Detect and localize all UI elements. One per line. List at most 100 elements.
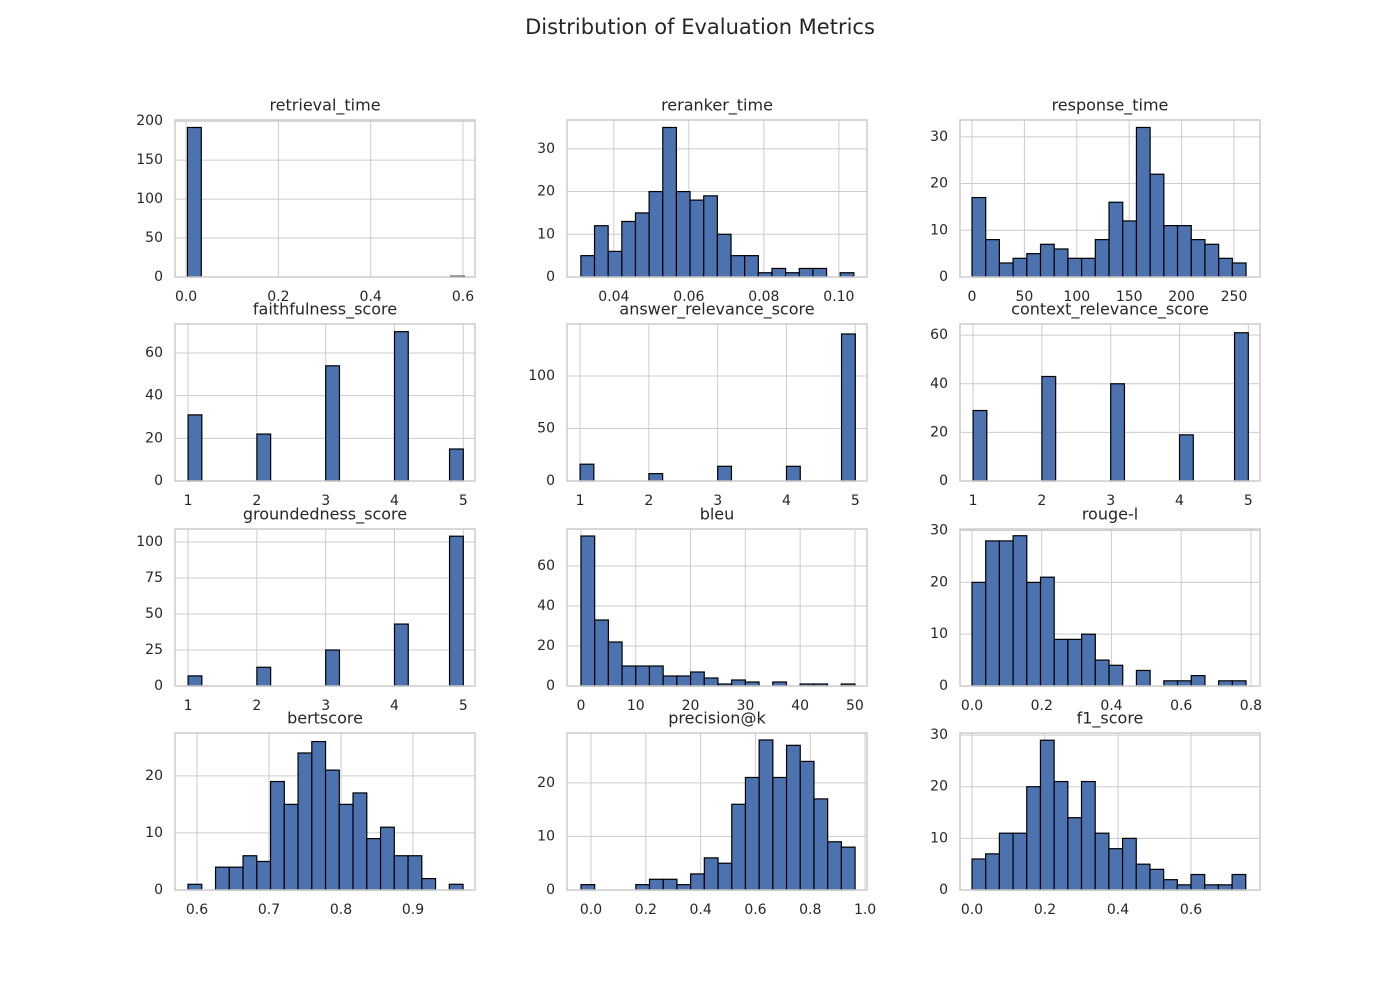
- x-tick-label: 2: [1037, 493, 1046, 509]
- y-tick-label: 20: [537, 638, 555, 654]
- bar: [256, 433, 272, 482]
- x-tick-label: 3: [1106, 493, 1115, 509]
- bar: [186, 126, 202, 278]
- y-tick-label: 100: [136, 191, 163, 207]
- axes-frame: [566, 528, 868, 687]
- bar: [311, 740, 327, 891]
- bar: [580, 255, 596, 278]
- bar: [648, 473, 664, 482]
- y-tick-label: 10: [930, 830, 948, 846]
- bar: [758, 739, 774, 891]
- subplot-title: f1_score: [1077, 709, 1144, 729]
- y-tick-label: 30: [930, 523, 948, 539]
- x-tick-label: 0: [968, 289, 977, 305]
- bar: [1204, 884, 1219, 891]
- bar: [731, 803, 747, 891]
- y-tick-label: 0: [546, 473, 555, 489]
- x-tick-label: 0.0: [175, 289, 197, 305]
- bar: [1218, 680, 1233, 687]
- bar: [1190, 873, 1206, 891]
- x-tick-label: 0.2: [1031, 698, 1053, 714]
- bar: [448, 535, 464, 687]
- bar: [228, 866, 244, 891]
- y-tick-label: 60: [930, 327, 948, 343]
- bar: [1094, 239, 1110, 278]
- x-tick-label: 5: [459, 698, 468, 714]
- y-tick-label: 10: [930, 626, 948, 642]
- y-tick-label: 30: [930, 727, 948, 743]
- bar: [812, 267, 828, 278]
- x-tick-label: 0.06: [673, 289, 704, 305]
- bar: [256, 666, 272, 687]
- y-tick-label: 30: [537, 141, 555, 157]
- bar: [1135, 863, 1151, 891]
- x-tick-label: 2: [644, 493, 653, 509]
- y-tick-label: 20: [930, 574, 948, 590]
- x-tick-label: 0.6: [452, 289, 474, 305]
- subplot-title: precision@k: [668, 709, 766, 728]
- bar: [269, 780, 285, 891]
- bar: [1039, 243, 1055, 278]
- bar: [448, 448, 464, 482]
- bar: [593, 225, 609, 278]
- axes-frame: [174, 323, 476, 482]
- y-tick-label: 0: [154, 882, 163, 898]
- bar: [1176, 680, 1192, 687]
- bar: [648, 878, 664, 891]
- y-tick-label: 0: [154, 473, 163, 489]
- bar: [297, 752, 313, 891]
- x-tick-label: 3: [321, 698, 330, 714]
- bar: [1067, 638, 1083, 687]
- bar: [648, 190, 664, 278]
- bar: [324, 769, 340, 891]
- bar: [1041, 375, 1057, 482]
- bar: [1108, 664, 1124, 687]
- subplot-title: reranker_time: [661, 96, 773, 116]
- bar: [1231, 680, 1247, 687]
- y-tick-label: 75: [145, 570, 163, 586]
- bar: [1067, 817, 1083, 891]
- bar: [1190, 675, 1206, 687]
- bar: [675, 190, 691, 278]
- bar: [676, 675, 692, 687]
- x-tick-label: 0: [577, 698, 586, 714]
- y-tick-label: 10: [930, 222, 948, 238]
- x-tick-label: 5: [459, 493, 468, 509]
- bar: [985, 853, 1000, 891]
- bar: [1108, 201, 1124, 278]
- y-tick-label: 0: [546, 882, 555, 898]
- bar: [187, 883, 203, 891]
- x-tick-label: 0.6: [1170, 698, 1192, 714]
- y-tick-label: 0: [154, 269, 163, 285]
- x-tick-label: 10: [627, 698, 645, 714]
- bar: [421, 877, 437, 891]
- x-tick-label: 1: [576, 493, 585, 509]
- x-tick-label: 0.4: [1107, 902, 1129, 918]
- y-tick-label: 20: [930, 424, 948, 440]
- bar: [1039, 576, 1055, 687]
- bar: [1135, 669, 1151, 687]
- x-tick-label: 0.6: [1180, 902, 1202, 918]
- y-tick-label: 40: [537, 598, 555, 614]
- bar: [785, 465, 801, 482]
- axes-frame: [959, 323, 1261, 482]
- subplot-title: groundedness_score: [243, 505, 407, 525]
- y-tick-label: 0: [546, 269, 555, 285]
- bar: [840, 333, 856, 482]
- x-tick-label: 1: [184, 493, 193, 509]
- bar: [634, 212, 650, 278]
- bar: [716, 233, 732, 278]
- bar: [998, 540, 1014, 687]
- bar: [393, 623, 409, 687]
- x-tick-label: 50: [1015, 289, 1033, 305]
- axes-frame: [566, 323, 868, 482]
- bar: [1053, 780, 1069, 891]
- subplot-title: bertscore: [287, 709, 363, 728]
- bar: [1163, 879, 1178, 891]
- bar: [187, 675, 203, 687]
- bar: [1218, 257, 1233, 278]
- x-tick-label: 0.0: [961, 902, 983, 918]
- x-tick-label: 1.0: [854, 902, 876, 918]
- bar: [325, 365, 341, 482]
